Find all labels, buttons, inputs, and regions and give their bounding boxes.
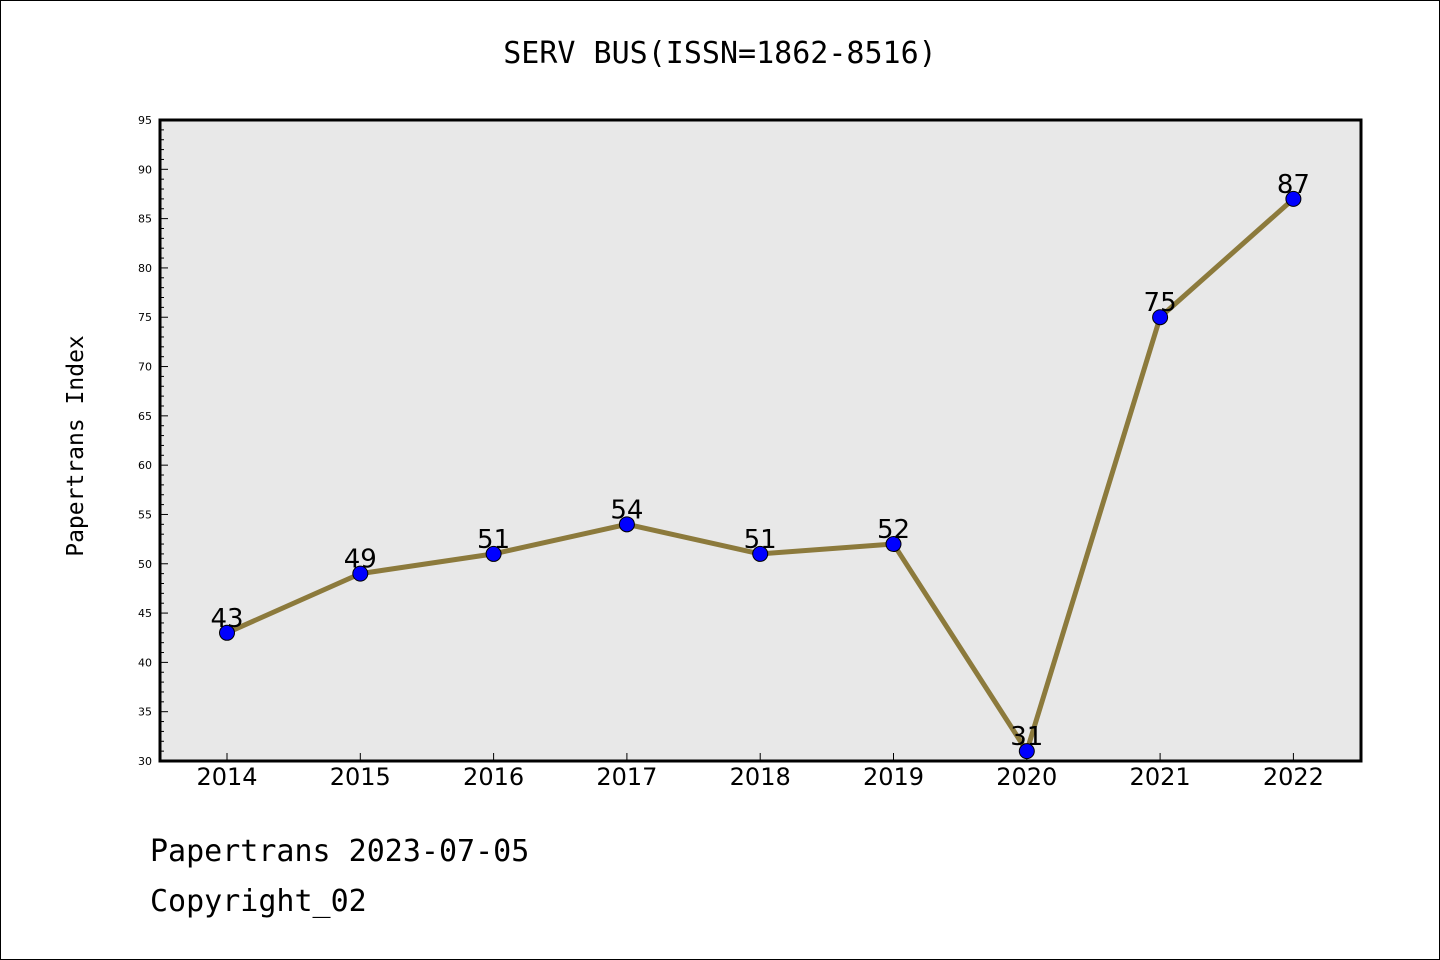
- x-axis: 2014 2015 2016 2017 2018 2019 2020 2021 2022: [196, 753, 1324, 791]
- x-tick-label: 2017: [596, 763, 657, 791]
- data-label: 49: [344, 545, 377, 575]
- y-tick-label: 60: [138, 459, 152, 472]
- y-tick-label: 80: [138, 262, 152, 275]
- plot-area: [158, 118, 1363, 763]
- x-tick-label: 2016: [463, 763, 524, 791]
- x-tick-label: 2019: [863, 763, 924, 791]
- x-tick-label: 2014: [196, 763, 257, 791]
- data-label: 75: [1144, 288, 1177, 318]
- x-tick-label: 2018: [730, 763, 791, 791]
- x-tick-label: 2020: [996, 763, 1057, 791]
- data-point: [1285, 190, 1302, 207]
- data-point: [485, 545, 502, 562]
- y-tick-label: 55: [138, 508, 152, 521]
- y-tick-label: 65: [138, 410, 152, 423]
- data-label: 54: [610, 495, 643, 525]
- data-label: 51: [744, 525, 777, 555]
- data-label: 51: [477, 525, 510, 555]
- data-label: 52: [877, 515, 910, 545]
- data-point: [618, 516, 635, 533]
- data-point: [352, 565, 369, 582]
- x-tick-label: 2015: [330, 763, 391, 791]
- data-label: 43: [210, 604, 243, 634]
- y-tick-label: 50: [138, 558, 152, 571]
- y-tick-label: 95: [138, 114, 152, 127]
- data-point: [885, 536, 902, 553]
- footer-date: Papertrans 2023-07-05: [150, 834, 530, 869]
- y-tick-label: 90: [138, 163, 152, 176]
- data-labels-group: 43 49 51 54 51 52 31 75 87: [210, 170, 1309, 752]
- y-tick-label: 75: [138, 311, 152, 324]
- y-tick-label: 40: [138, 656, 152, 669]
- data-point: [752, 545, 769, 562]
- y-tick-label: 45: [138, 607, 152, 620]
- y-tick-label: 85: [138, 213, 152, 226]
- chart-title: SERV BUS(ISSN=1862-8516): [503, 36, 937, 71]
- x-tick-label: 2022: [1263, 763, 1324, 791]
- x-tick-label: 2021: [1130, 763, 1191, 791]
- points-group: [219, 190, 1302, 760]
- data-point: [219, 624, 235, 641]
- data-label: 87: [1277, 170, 1310, 200]
- y-axis: 30 35 40 45 50 55 60 65 70 75 80 85 90 95: [138, 114, 168, 768]
- footer-copyright: Copyright_02: [150, 884, 367, 919]
- y-tick-label: 70: [138, 361, 152, 374]
- data-point: [1018, 743, 1035, 760]
- y-tick-label: 35: [138, 706, 152, 719]
- data-label: 31: [1010, 722, 1043, 752]
- data-point: [1152, 309, 1169, 326]
- y-tick-label: 30: [138, 755, 152, 768]
